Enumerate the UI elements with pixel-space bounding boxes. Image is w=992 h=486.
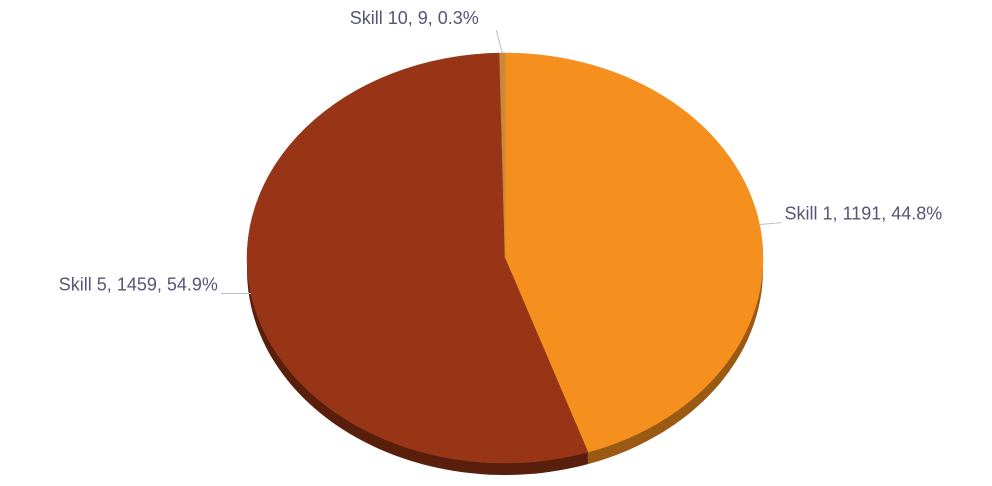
pie-slices-layer xyxy=(246,52,764,464)
leader-line-skill-10 xyxy=(495,29,503,54)
pie-side-skill-5 xyxy=(247,258,588,476)
slice-label-skill-5: Skill 5, 1459, 54.9% xyxy=(59,275,218,295)
pie-depth-layer xyxy=(247,258,763,476)
pie-labels-layer: Skill 1, 1191, 44.8% Skill 5, 1459, 54.9%… xyxy=(59,8,943,295)
pie-slice-skill-10[interactable] xyxy=(499,52,506,259)
slice-label-skill-1: Skill 1, 1191, 44.8% xyxy=(785,204,943,224)
pie-slice-skill-5[interactable] xyxy=(246,52,589,464)
leader-line-skill-1 xyxy=(759,222,782,226)
pie-slice-skill-1[interactable] xyxy=(504,52,764,453)
slice-label-skill-10: Skill 10, 9, 0.3% xyxy=(350,8,479,28)
pie-side-skill-1 xyxy=(587,258,763,465)
